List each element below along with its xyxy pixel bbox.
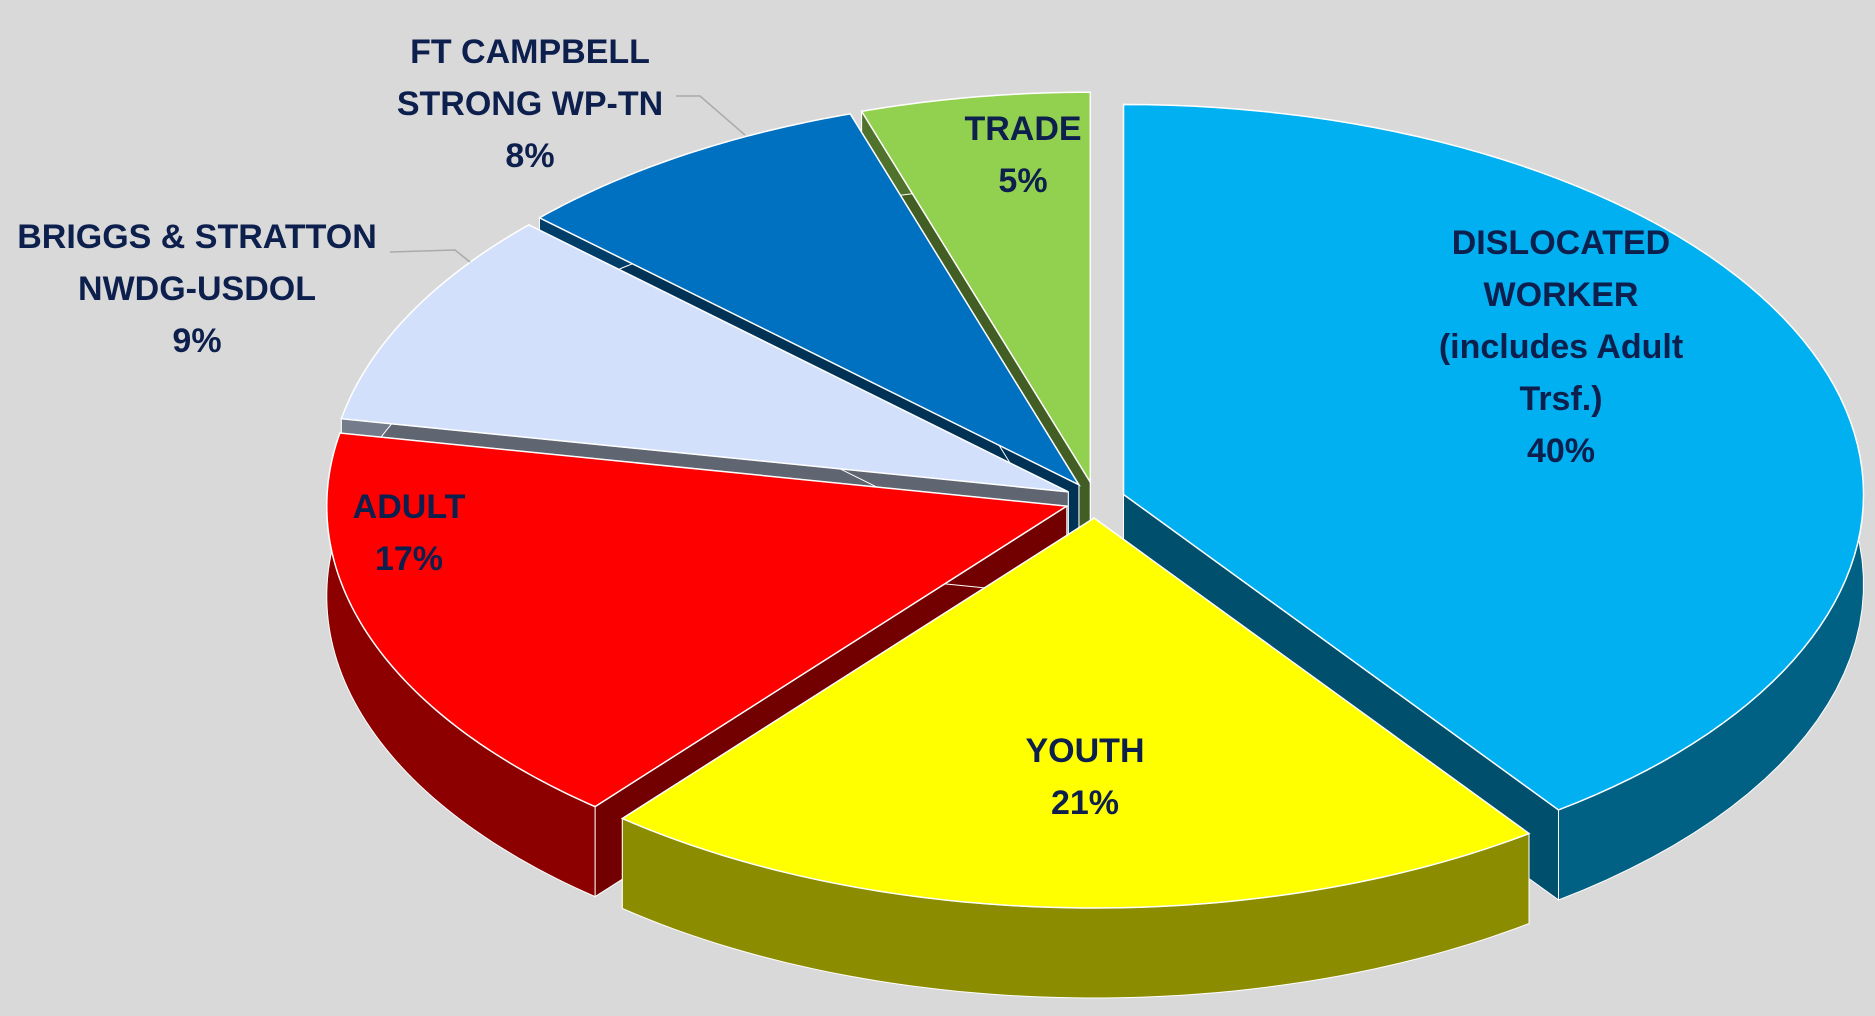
- leader-line: [676, 95, 746, 136]
- category-label: DISLOCATED WORKER (includes Adult Trsf.): [1438, 224, 1684, 418]
- value-label: 5%: [998, 162, 1048, 200]
- category-label: BRIGGS & STRATTON NWDG-USDOL: [17, 218, 377, 308]
- data-label: FT CAMPBELL STRONG WP-TN 8%: [397, 26, 663, 182]
- pie-slice: [1122, 103, 1865, 811]
- pie-slice: [326, 432, 1070, 808]
- value-label: 9%: [172, 322, 222, 360]
- pie-slice: [620, 517, 1531, 909]
- pie-slice: [340, 224, 1069, 493]
- category-label: ADULT: [352, 488, 466, 526]
- category-label: TRADE: [964, 110, 1082, 148]
- category-label: FT CAMPBELL STRONG WP-TN: [396, 33, 664, 123]
- data-label: YOUTH 21%: [1026, 725, 1145, 829]
- leader-line: [389, 249, 471, 263]
- pie-slice: [860, 91, 1092, 485]
- pie-slice: [537, 113, 1081, 487]
- category-label: YOUTH: [1025, 732, 1145, 770]
- data-label: ADULT 17%: [353, 481, 466, 585]
- data-label: BRIGGS & STRATTON NWDG-USDOL 9%: [17, 211, 377, 367]
- pie-slices: [326, 91, 1865, 909]
- data-label: TRADE 5%: [964, 103, 1081, 207]
- value-label: 8%: [505, 137, 555, 175]
- value-label: 17%: [374, 540, 444, 578]
- value-label: 21%: [1050, 784, 1120, 822]
- value-label: 40%: [1526, 432, 1596, 470]
- data-label: DISLOCATED WORKER (includes Adult Trsf.)…: [1404, 217, 1718, 477]
